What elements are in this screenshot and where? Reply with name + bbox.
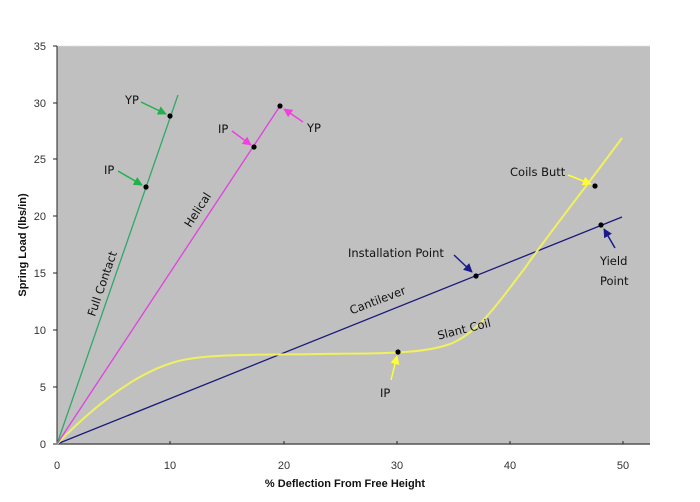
series-cantilever [56,216,623,445]
y-tick-label: 5 [40,382,46,394]
cantilever-yield-point [598,222,604,228]
y-axis-title: Spring Load (lbs/in) [17,193,29,297]
y-ticks [53,45,57,445]
series-full-contact [56,94,179,445]
arrow-icon [390,355,400,381]
cantilever-installation-point [473,273,479,279]
plot-area [57,46,650,444]
slant-coil-ip-point [395,349,401,355]
installation-point-label: Installation Point [348,246,444,260]
x-tick-labels: 0 10 20 30 40 50 [54,460,629,472]
helical-ip-point [251,144,257,150]
arrow-icon [117,170,143,186]
y-tick-label: 20 [34,211,46,223]
y-tick-label: 25 [34,154,46,166]
arrow-icon [567,174,592,186]
slant-coil-coils-butt-point [592,183,598,189]
coils-butt-label: Coils Butt [510,165,566,179]
x-tick-label: 30 [391,460,403,472]
annotation-arrows [117,101,616,381]
x-tick-label: 10 [164,460,176,472]
arrow-icon [231,130,252,146]
full-contact-yp-point [167,113,173,119]
data-markers [143,103,604,355]
series-slant-coil [56,137,623,445]
full-contact-ip-point [143,184,149,190]
y-tick-label: 30 [34,98,46,110]
y-tick-label: 15 [34,268,46,280]
x-ticks [56,441,624,444]
helical-yp-point [277,103,283,109]
x-tick-label: 50 [617,460,629,472]
y-tick-label: 35 [34,41,46,53]
full-contact-yp-label: YP [124,93,139,107]
x-tick-label: 40 [504,460,516,472]
slant-coil-ip-label: IP [380,386,390,400]
arrow-icon [140,101,167,115]
x-axis-title: % Deflection From Free Height [265,478,425,490]
x-tick-label: 20 [278,460,290,472]
helical-yp-label: YP [306,121,321,135]
x-tick-label: 0 [54,460,60,472]
series-helical [56,105,281,445]
y-tick-label: 10 [34,325,46,337]
arrow-icon [283,108,304,123]
y-tick-label: 0 [40,439,46,451]
arrow-icon [603,228,616,249]
helical-ip-label: IP [218,122,228,136]
full-contact-ip-label: IP [104,163,114,177]
arrow-icon [453,254,473,273]
yield-point-label-line2: Point [600,274,629,288]
y-tick-labels: 0 5 10 15 20 25 30 35 [34,41,46,451]
yield-point-label-line1: Yield [599,254,627,268]
